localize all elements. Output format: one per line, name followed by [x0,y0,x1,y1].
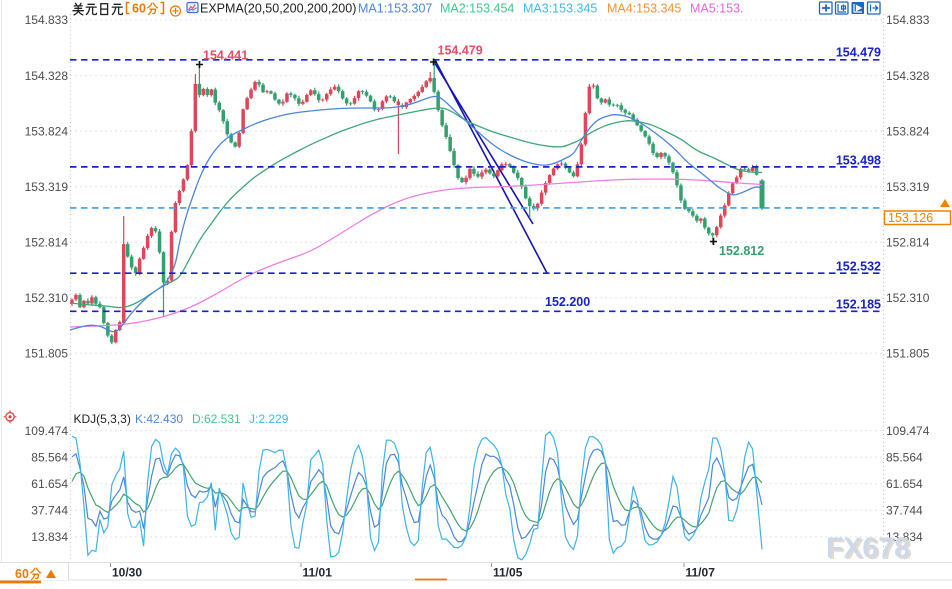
svg-text:152.814: 152.814 [886,235,930,249]
svg-text:152.814: 152.814 [25,235,69,249]
svg-text:37.744: 37.744 [886,504,923,518]
svg-text:61.654: 61.654 [31,477,68,491]
svg-text:151.805: 151.805 [25,347,69,361]
svg-text:13.834: 13.834 [31,530,68,544]
svg-text:MA2:153.454: MA2:153.454 [440,2,514,16]
svg-text:153.319: 153.319 [25,180,69,194]
svg-text:60: 60 [15,567,29,581]
svg-text:85.564: 85.564 [886,450,923,464]
svg-text:85.564: 85.564 [31,450,68,464]
svg-text:FX678: FX678 [828,534,912,566]
svg-text:152.310: 152.310 [886,291,930,305]
svg-text:10/30: 10/30 [112,566,142,580]
svg-text:MA4:153.345: MA4:153.345 [607,2,681,16]
svg-text:61.654: 61.654 [886,477,923,491]
svg-text:109.474: 109.474 [25,424,69,438]
svg-text:FX678: FX678 [826,533,910,565]
svg-text:MA3:153.345: MA3:153.345 [523,2,597,16]
svg-text:EXPMA(20,50,200,200,200): EXPMA(20,50,200,200,200) [200,2,356,16]
svg-text:154.833: 154.833 [886,13,930,27]
svg-text:109.474: 109.474 [886,424,930,438]
svg-text:MA1:153.307: MA1:153.307 [358,2,432,16]
svg-text:13.834: 13.834 [886,530,923,544]
svg-text:MA5:153.: MA5:153. [690,2,744,16]
svg-text:153.126: 153.126 [888,211,933,225]
svg-text:37.744: 37.744 [31,504,68,518]
svg-text:60: 60 [132,2,146,16]
svg-text:11/07: 11/07 [686,566,716,580]
svg-text:J:2.229: J:2.229 [249,412,289,426]
svg-text:154.328: 154.328 [886,69,930,83]
svg-text:KDJ(5,3,3): KDJ(5,3,3) [74,412,131,426]
svg-text:154.328: 154.328 [25,69,69,83]
svg-text:154.479: 154.479 [836,45,881,59]
svg-text:154.833: 154.833 [25,13,69,27]
svg-text:152.532: 152.532 [836,260,881,274]
svg-text:153.319: 153.319 [886,180,930,194]
svg-text:154.479: 154.479 [438,44,483,58]
svg-text:153.824: 153.824 [25,124,69,138]
svg-text:154.441: 154.441 [203,49,248,63]
svg-text:151.805: 151.805 [886,347,930,361]
svg-text:152.200: 152.200 [545,295,590,309]
svg-text:152.185: 152.185 [836,298,881,312]
svg-text:11/05: 11/05 [493,566,523,580]
svg-text:153.498: 153.498 [836,153,881,167]
svg-text:153.824: 153.824 [886,124,930,138]
svg-text:11/01: 11/01 [303,566,333,580]
svg-text:152.812: 152.812 [719,244,764,258]
svg-text:K:42.430: K:42.430 [135,412,183,426]
svg-text:152.310: 152.310 [25,291,69,305]
svg-text:D:62.531: D:62.531 [192,412,241,426]
